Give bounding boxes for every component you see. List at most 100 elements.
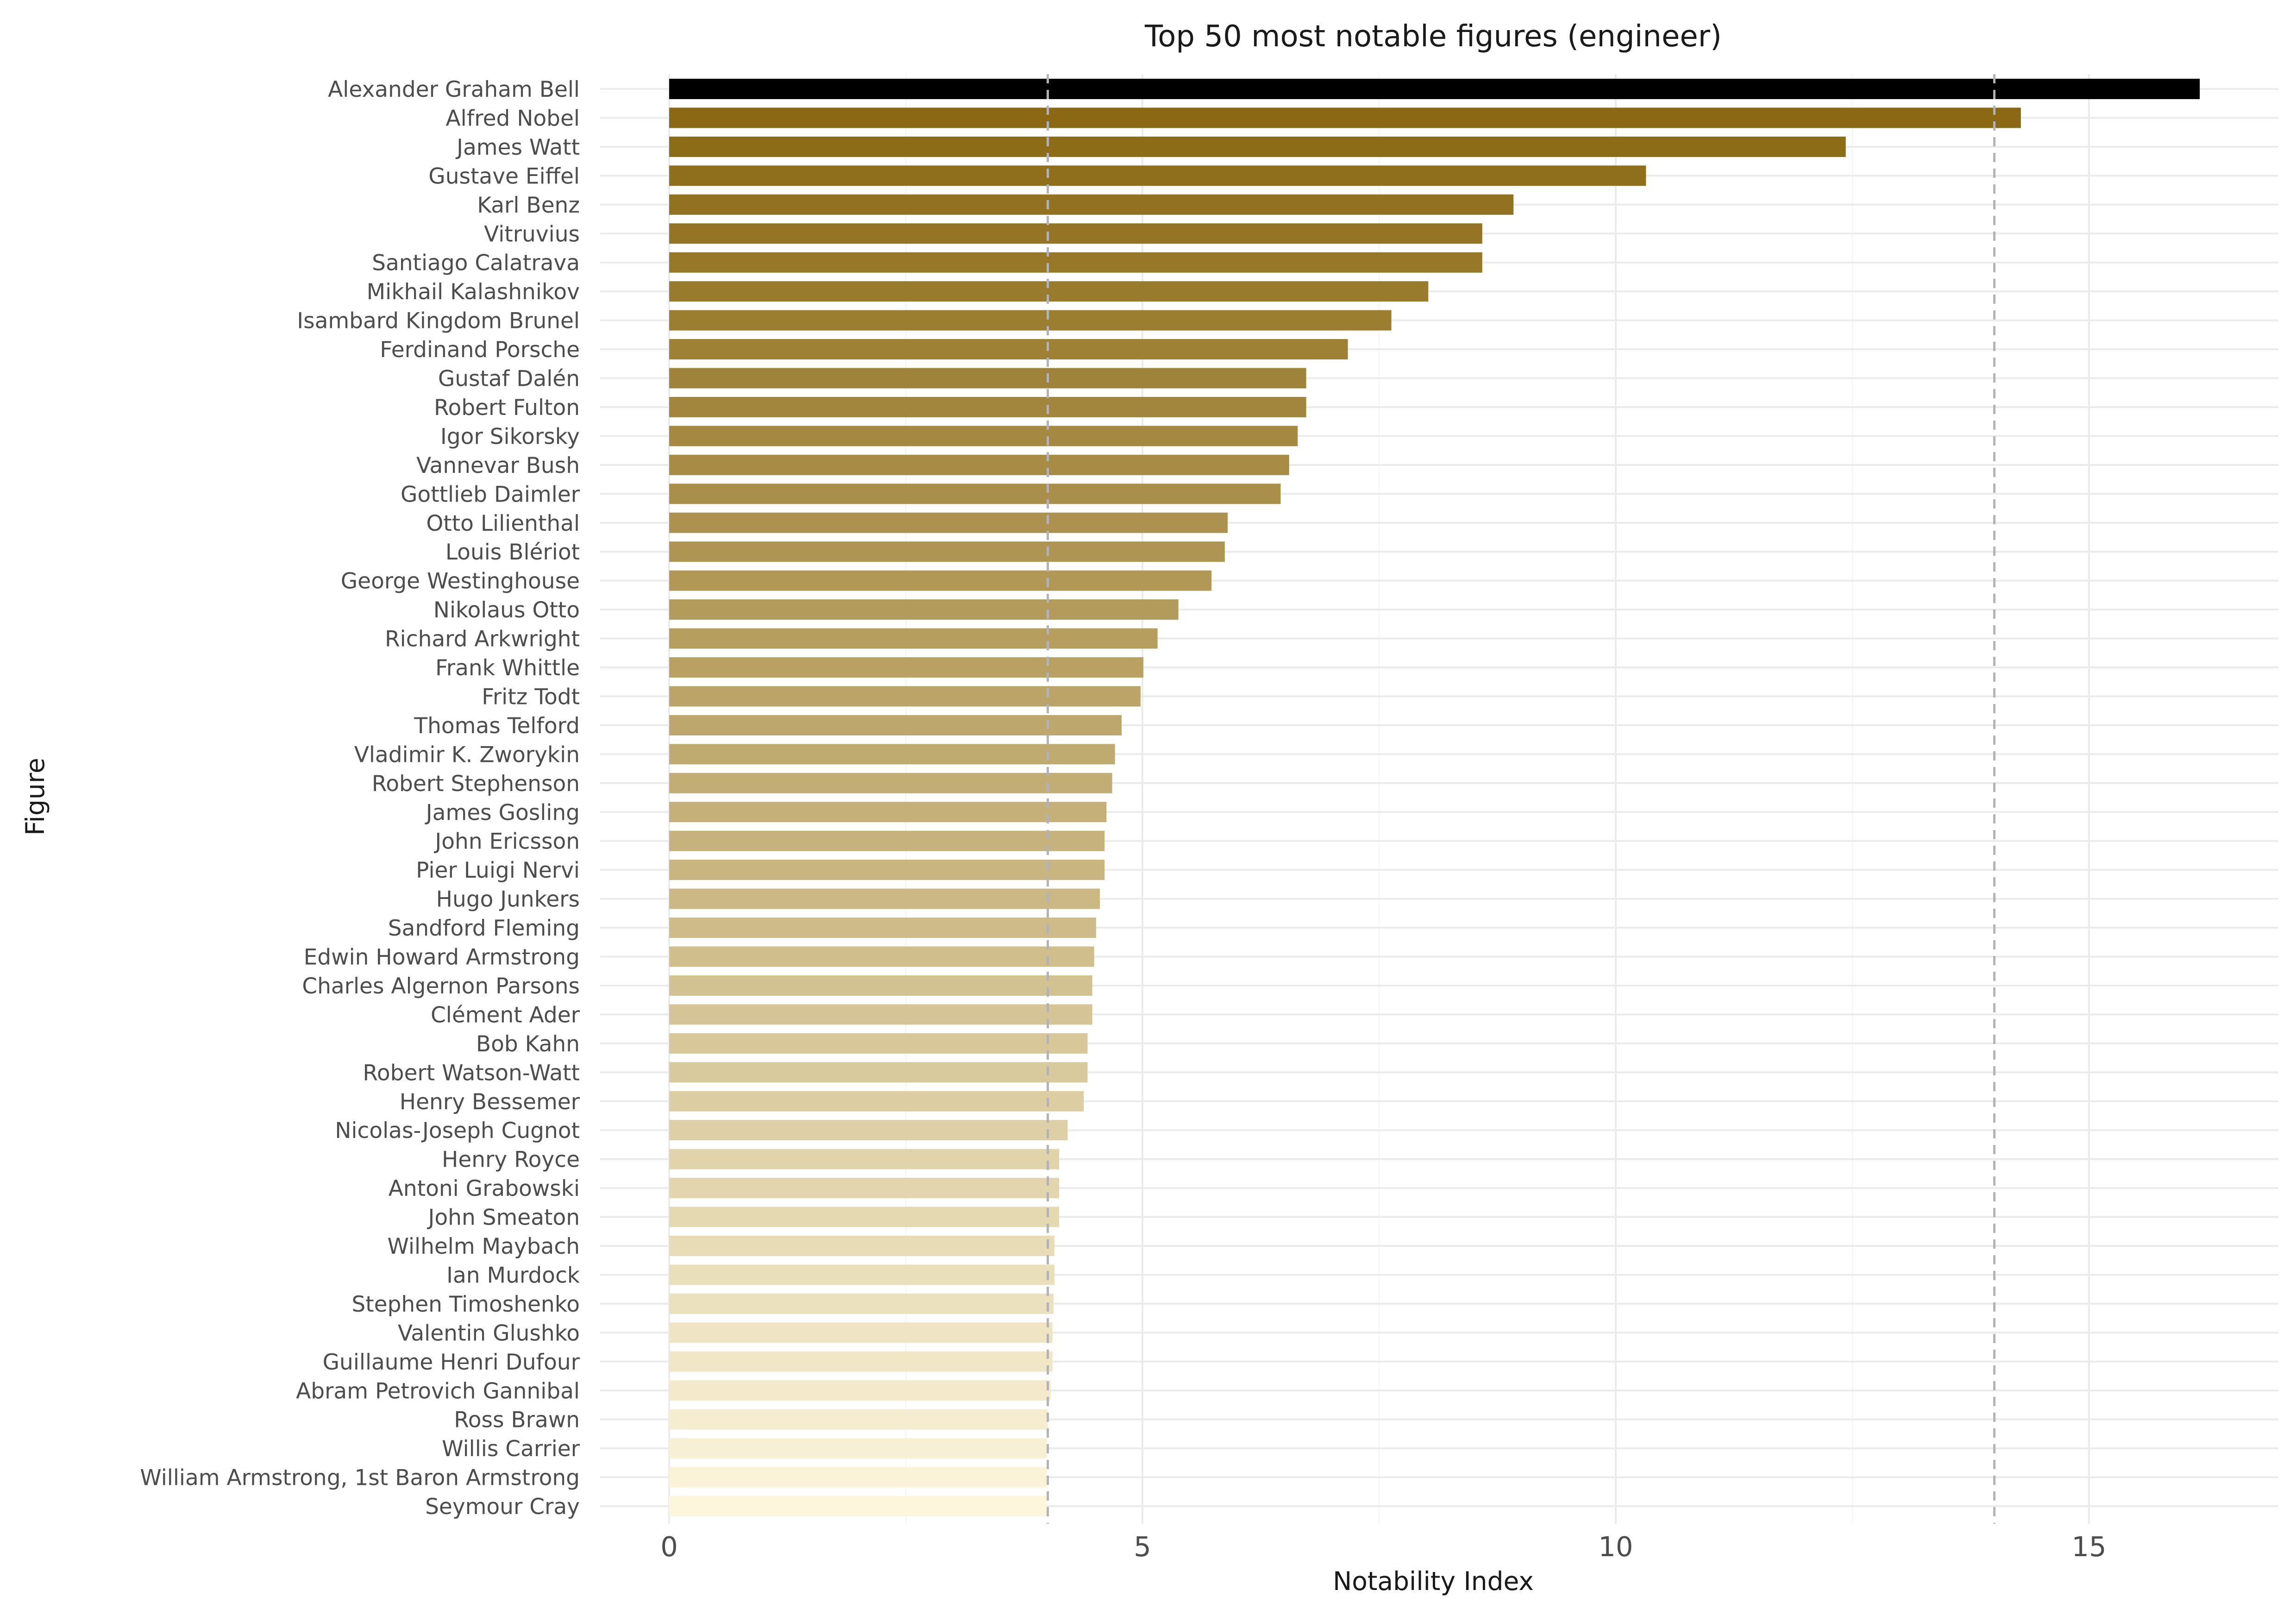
x-axis-title: Notability Index xyxy=(1333,1566,1534,1596)
category-label: Vladimir K. Zworykin xyxy=(354,742,580,767)
category-label: Richard Arkwright xyxy=(385,627,580,652)
bar xyxy=(669,426,1298,446)
category-label: Frank Whittle xyxy=(435,655,580,681)
bar xyxy=(669,744,1115,765)
bar xyxy=(669,715,1122,735)
category-label: Valentin Glushko xyxy=(398,1320,580,1346)
x-tick-label: 0 xyxy=(660,1531,678,1563)
bar xyxy=(669,79,2200,99)
category-label: Otto Lilienthal xyxy=(426,511,580,536)
bar xyxy=(669,917,1096,938)
bar xyxy=(669,773,1112,793)
category-label: Thomas Telford xyxy=(414,713,580,739)
bar xyxy=(669,888,1100,909)
category-label: Seymour Cray xyxy=(425,1494,580,1520)
bar xyxy=(669,1062,1088,1083)
category-label: Ross Brawn xyxy=(454,1408,580,1433)
category-label: Vitruvius xyxy=(484,221,580,247)
bar xyxy=(669,252,1482,273)
bar xyxy=(669,136,1846,157)
category-label: Abram Petrovich Gannibal xyxy=(296,1378,580,1404)
bar xyxy=(669,1149,1060,1169)
category-label: Wilhelm Maybach xyxy=(388,1234,580,1259)
reference-lines xyxy=(1047,74,1996,1524)
bar xyxy=(669,194,1514,215)
category-label: Nicolas-Joseph Cugnot xyxy=(335,1118,580,1144)
category-label: John Smeaton xyxy=(427,1205,580,1231)
category-label: Ferdinand Porsche xyxy=(380,337,580,363)
bar xyxy=(669,454,1289,475)
bar xyxy=(669,396,1306,417)
bar xyxy=(669,165,1646,186)
bar xyxy=(669,339,1348,360)
bar xyxy=(669,1004,1092,1025)
bar xyxy=(669,1322,1053,1343)
category-label: Pier Luigi Nervi xyxy=(416,858,580,883)
category-label: Hugo Junkers xyxy=(436,887,580,912)
category-label: James Watt xyxy=(455,135,580,160)
bar xyxy=(669,1091,1084,1112)
category-label: John Ericsson xyxy=(433,829,580,855)
category-label: Willis Carrier xyxy=(442,1436,580,1462)
bar xyxy=(669,1351,1053,1372)
chart-title: Top 50 most notable figures (engineer) xyxy=(1144,19,1722,54)
category-label: Gustaf Dalén xyxy=(438,366,580,392)
category-label: Robert Fulton xyxy=(434,395,580,421)
category-label: Alexander Graham Bell xyxy=(328,77,580,102)
category-label: Henry Bessemer xyxy=(400,1089,580,1115)
bar xyxy=(669,1496,1047,1517)
category-label: James Gosling xyxy=(425,800,580,825)
category-label: Karl Benz xyxy=(477,193,580,218)
bar xyxy=(669,830,1105,851)
bar xyxy=(669,570,1212,591)
category-label: Edwin Howard Armstrong xyxy=(304,945,580,970)
x-tick-labels: 0 5 10 15 xyxy=(660,1531,2106,1563)
bar xyxy=(669,657,1144,678)
bar xyxy=(669,1293,1054,1314)
category-label: Santiago Calatrava xyxy=(372,251,580,276)
x-tick-label: 10 xyxy=(1598,1531,1633,1563)
category-label: Alfred Nobel xyxy=(446,106,580,131)
bar xyxy=(669,686,1141,707)
category-label: Igor Sikorsky xyxy=(440,424,580,449)
bar xyxy=(669,1236,1054,1256)
bar xyxy=(669,1033,1088,1054)
category-label: Ian Murdock xyxy=(446,1263,580,1288)
bar xyxy=(669,1264,1054,1285)
bar xyxy=(669,1120,1068,1141)
category-label: Gustave Eiffel xyxy=(428,163,580,189)
y-axis-title: Figure xyxy=(20,758,50,836)
category-label: Isambard Kingdom Brunel xyxy=(297,308,580,334)
category-label: Fritz Todt xyxy=(482,684,580,710)
x-tick-label: 15 xyxy=(2071,1531,2106,1563)
bar xyxy=(669,1438,1047,1459)
bar xyxy=(669,1207,1060,1227)
bar xyxy=(669,1409,1048,1430)
category-label: William Armstrong, 1st Baron Armstrong xyxy=(140,1465,580,1491)
bar xyxy=(669,1178,1060,1199)
bar xyxy=(669,512,1228,533)
bar xyxy=(669,975,1092,996)
bar xyxy=(669,368,1306,389)
bars xyxy=(669,79,2200,1517)
category-label: Clément Ader xyxy=(431,1002,580,1028)
category-label: Guillaume Henri Dufour xyxy=(323,1350,580,1375)
bar xyxy=(669,1467,1047,1488)
category-label: Vannevar Bush xyxy=(416,453,580,478)
bar xyxy=(669,802,1107,823)
category-label: George Westinghouse xyxy=(341,569,580,594)
category-label: Gottlieb Daimler xyxy=(401,482,580,507)
bar xyxy=(669,1380,1051,1401)
bar xyxy=(669,599,1179,620)
category-label: Sandford Fleming xyxy=(388,916,580,941)
category-label: Antoni Grabowski xyxy=(389,1176,580,1201)
category-label: Robert Stephenson xyxy=(372,771,580,797)
category-label: Louis Blériot xyxy=(445,540,580,565)
bar xyxy=(669,310,1392,331)
category-labels: Alexander Graham Bell Alfred Nobel James W… xyxy=(140,77,580,1520)
category-label: Stephen Timoshenko xyxy=(351,1292,580,1317)
category-label: Mikhail Kalashnikov xyxy=(367,279,580,305)
bar xyxy=(669,541,1225,562)
bar xyxy=(669,107,2021,128)
